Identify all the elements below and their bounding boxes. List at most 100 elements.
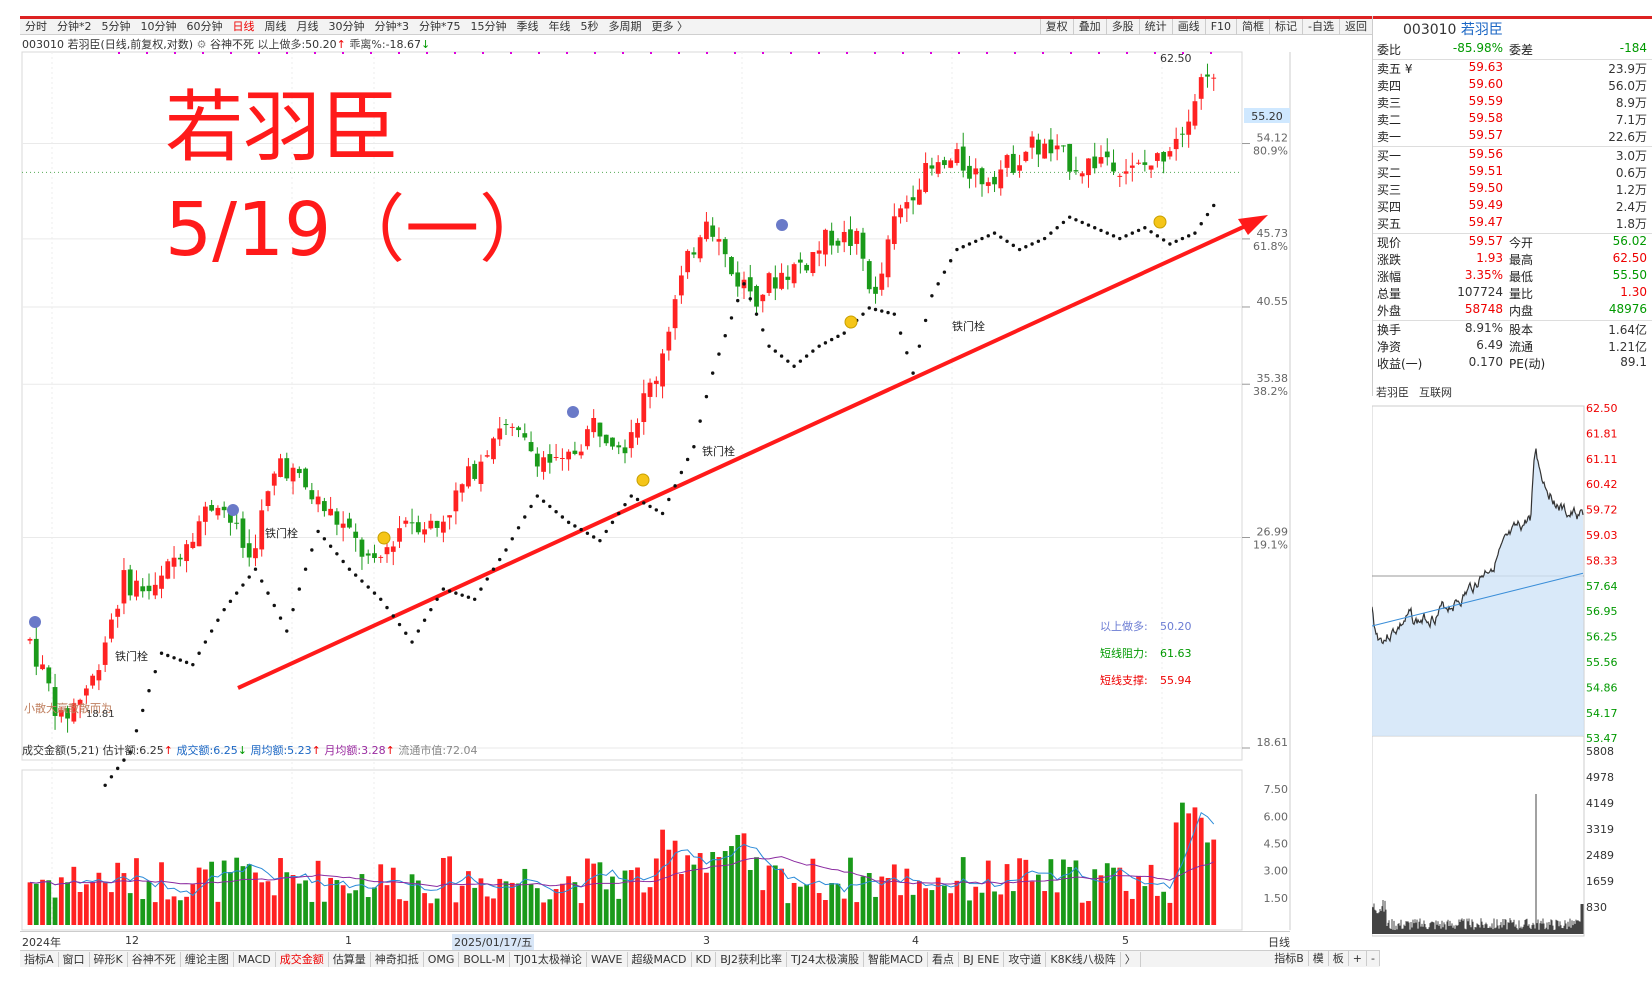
indicator-tab-18[interactable]: 看点 (928, 951, 959, 967)
period-tab-10[interactable]: 分钟*75 (419, 20, 461, 33)
period-tab-8[interactable]: 30分钟 (328, 20, 365, 33)
indicator-tab-2[interactable]: 碎形K (90, 951, 128, 967)
indicator-tab-7[interactable]: 估算量 (329, 951, 371, 967)
tool-button-9[interactable]: 返回 (1339, 19, 1372, 35)
period-tab-7[interactable]: 月线 (296, 20, 319, 33)
period-tab-9[interactable]: 分钟*3 (374, 20, 410, 33)
indicator-tab-11[interactable]: TJ01太极禅论 (510, 951, 587, 967)
candle-body (509, 426, 515, 428)
volume-bar (497, 878, 503, 925)
stat-value-2: 1.30 (1620, 285, 1647, 299)
period-tab-15[interactable]: 多周期 (608, 20, 642, 33)
stat-label-2: 量比 (1509, 287, 1534, 301)
volume-bar (1154, 895, 1160, 925)
period-tab-2[interactable]: 5分钟 (101, 20, 131, 33)
indicator-tab-3[interactable]: 谷神不死 (128, 951, 181, 967)
tool-button-4[interactable]: 画线 (1171, 19, 1205, 35)
candle-body (685, 250, 691, 273)
candle-body (459, 484, 465, 493)
volume-bar (127, 893, 133, 925)
indicator-tab-5[interactable]: MACD (234, 951, 276, 967)
support-dot (660, 511, 665, 516)
bottom-right-button-3[interactable]: + (1349, 951, 1368, 966)
quote-separator (1373, 59, 1652, 60)
tool-button-0[interactable]: 复权 (1039, 19, 1073, 35)
volume-bar (1004, 864, 1010, 925)
candle-body (929, 165, 935, 169)
volume-bar (860, 876, 866, 925)
indicator-tab-8[interactable]: 神奇扣抵 (371, 951, 424, 967)
bottom-right-button-0[interactable]: 指标B (1270, 951, 1309, 966)
signal-dot (538, 52, 540, 54)
intraday-chart[interactable]: 62.50 61.81 61.11 60.42 59.72 59.03 58.33 57.64… (1372, 396, 1652, 956)
indicator-tab-14[interactable]: KD (692, 951, 717, 967)
indicator-tab-1[interactable]: 窗口 (59, 951, 90, 967)
indicator-tab-10[interactable]: BOLL-M (459, 951, 510, 967)
period-tab-1[interactable]: 分钟*2 (57, 20, 92, 33)
indicator-tab-21[interactable]: K8K线八极阵 (1046, 951, 1121, 967)
indicator-tab-17[interactable]: 智能MACD (864, 951, 928, 967)
indicator-tab-15[interactable]: BJ2获利比率 (716, 951, 787, 967)
stat-label: 现价 (1377, 236, 1402, 250)
bottom-right-button-4[interactable]: - (1367, 951, 1380, 966)
indicator-tab-9[interactable]: OMG (424, 951, 460, 967)
period-tab-12[interactable]: 季线 (516, 20, 539, 33)
candle-body (58, 710, 64, 717)
stat-label: 涨幅 (1377, 270, 1402, 284)
indicator-tab-20[interactable]: 攻守道 (1004, 951, 1047, 967)
mini-tab-1[interactable]: 互联网 (1419, 386, 1452, 399)
tool-button-1[interactable]: 叠加 (1072, 19, 1106, 35)
gear-icon[interactable]: ⚙ (196, 38, 207, 51)
period-tab-3[interactable]: 10分钟 (140, 20, 177, 33)
volume-bar (578, 903, 584, 925)
indicator-tab-6[interactable]: 成交金额 (276, 951, 329, 967)
indicator-tab-4[interactable]: 缠论主图 (181, 951, 234, 967)
volume-bar (196, 867, 202, 925)
period-tab-13[interactable]: 年线 (548, 20, 571, 33)
tool-button-2[interactable]: 多股 (1105, 19, 1139, 35)
support-dot (253, 567, 258, 571)
tool-button-3[interactable]: 统计 (1138, 19, 1172, 35)
volume-bar (710, 852, 716, 925)
tool-button-8[interactable]: -自选 (1302, 19, 1339, 35)
support-dot (341, 559, 345, 564)
period-tab-4[interactable]: 60分钟 (186, 20, 223, 33)
ask-volume: 8.9万 (1615, 96, 1647, 110)
indicator-tab-12[interactable]: WAVE (587, 951, 628, 967)
volume-bar (1129, 898, 1135, 925)
bottom-right-button-1[interactable]: 模 (1309, 951, 1329, 966)
candle-body (253, 548, 258, 559)
volume-indicator-name[interactable]: 成交金额(5,21) (22, 744, 103, 757)
mini-tab-0[interactable]: 若羽臣 (1376, 386, 1409, 399)
period-label-right[interactable]: 日线 (1268, 936, 1290, 949)
period-tab-5[interactable]: 日线 (232, 20, 255, 33)
candle-body (854, 230, 860, 244)
period-tab-6[interactable]: 周线 (264, 20, 287, 33)
signal-dot (986, 52, 988, 54)
bottom-right-button-2[interactable]: 板 (1329, 951, 1349, 966)
tool-button-5[interactable]: F10 (1204, 19, 1236, 35)
indicator-tab-16[interactable]: TJ24太极演股 (787, 951, 864, 967)
mini-price-tick-7: 57.64 (1586, 580, 1618, 593)
volume-bar (810, 858, 816, 925)
stat-label: 换手 (1377, 323, 1402, 337)
indicator-name[interactable]: 谷神不死 (209, 38, 254, 51)
tool-button-6[interactable]: 简框 (1236, 19, 1269, 35)
period-tab-11[interactable]: 15分钟 (470, 20, 507, 33)
candle-body (528, 442, 534, 452)
indicator-tab-13[interactable]: 超级MACD (628, 951, 692, 967)
volume-bar (278, 858, 283, 925)
ask-row-4: 卖一 59.57 22.6万 (1373, 128, 1652, 146)
indicator-tab-0[interactable]: 指标A (20, 951, 59, 967)
indicator-tab-22[interactable]: 〉 (1121, 951, 1141, 967)
period-tab-0[interactable]: 分时 (25, 20, 47, 33)
period-tab-14[interactable]: 5秒 (580, 20, 599, 33)
down-arrow-icon: ↓ (421, 38, 431, 51)
tool-button-7[interactable]: 标记 (1269, 19, 1302, 35)
bid-price: 59.56 (1468, 147, 1503, 161)
bid-label: 买三 (1377, 183, 1402, 197)
period-tab-16[interactable]: 更多 〉 (651, 20, 689, 33)
indicator-tab-19[interactable]: BJ ENE (959, 951, 1005, 967)
volume-bar (973, 886, 979, 925)
